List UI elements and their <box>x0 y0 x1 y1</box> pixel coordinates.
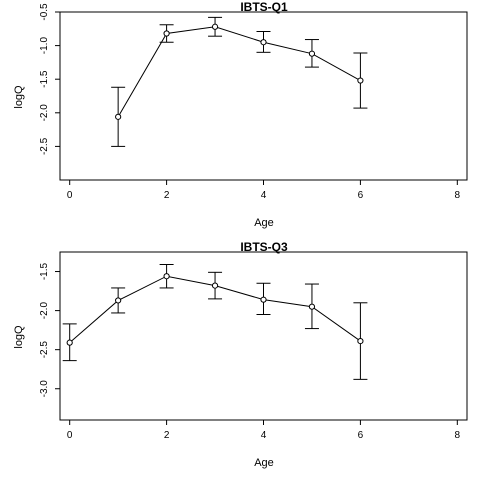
x-tick-label: 0 <box>67 190 73 201</box>
y-tick-label: -1.5 <box>39 70 50 88</box>
x-axis-label: Age <box>254 457 274 469</box>
data-point <box>308 303 316 310</box>
y-tick-label: -2.0 <box>39 104 50 122</box>
data-point <box>260 296 267 303</box>
data-point <box>66 339 73 346</box>
y-axis-label: logQ <box>13 85 25 109</box>
y-tick-label: -3.0 <box>39 380 50 398</box>
data-point <box>163 273 170 280</box>
x-tick-label: 4 <box>261 190 267 201</box>
x-tick-label: 6 <box>358 190 364 201</box>
x-tick-label: 6 <box>358 430 364 441</box>
data-point <box>115 297 122 304</box>
data-point <box>260 39 267 46</box>
y-tick-label: -1.0 <box>39 37 50 55</box>
data-point <box>211 282 219 289</box>
data-point <box>163 30 170 37</box>
x-tick-label: 2 <box>164 190 170 201</box>
data-point <box>357 337 364 345</box>
y-axis-label: logQ <box>13 325 25 349</box>
panel-q1: IBTS-Q1 0 2 4 6 8 -0.5 -1.0 -1.5 -2.0 -2.5 Age lo… <box>13 0 468 229</box>
plot-frame <box>59 251 468 421</box>
plot-area: 0 2 4 6 8 -0.5 -1.0 -1.5 -2.0 -2.5 <box>39 3 468 201</box>
x-tick-label: 8 <box>455 430 461 441</box>
x-tick-label: 0 <box>67 430 73 441</box>
data-point <box>115 113 122 120</box>
panel-q3: IBTS-Q3 0 2 4 6 8 -1.5 -2.0 -2.5 -3.0 Age logQ <box>13 240 468 469</box>
x-tick-label: 8 <box>455 190 461 201</box>
data-point <box>357 77 364 84</box>
x-tick-label: 2 <box>164 430 170 441</box>
y-tick-label: -2.5 <box>39 137 50 155</box>
x-axis-label: Age <box>254 217 274 229</box>
x-tick-label: 4 <box>261 430 267 441</box>
chart-title: IBTS-Q3 <box>240 240 288 254</box>
data-point <box>211 23 219 30</box>
data-point <box>308 50 316 57</box>
y-tick-label: -0.5 <box>39 3 50 21</box>
y-tick-label: -2.0 <box>39 302 50 320</box>
chart-title: IBTS-Q1 <box>240 0 288 14</box>
plot-area: 0 2 4 6 8 -1.5 -2.0 -2.5 -3.0 <box>39 251 468 441</box>
y-tick-label: -1.5 <box>39 262 50 280</box>
y-tick-label: -2.5 <box>39 341 50 359</box>
series-line <box>117 26 361 118</box>
